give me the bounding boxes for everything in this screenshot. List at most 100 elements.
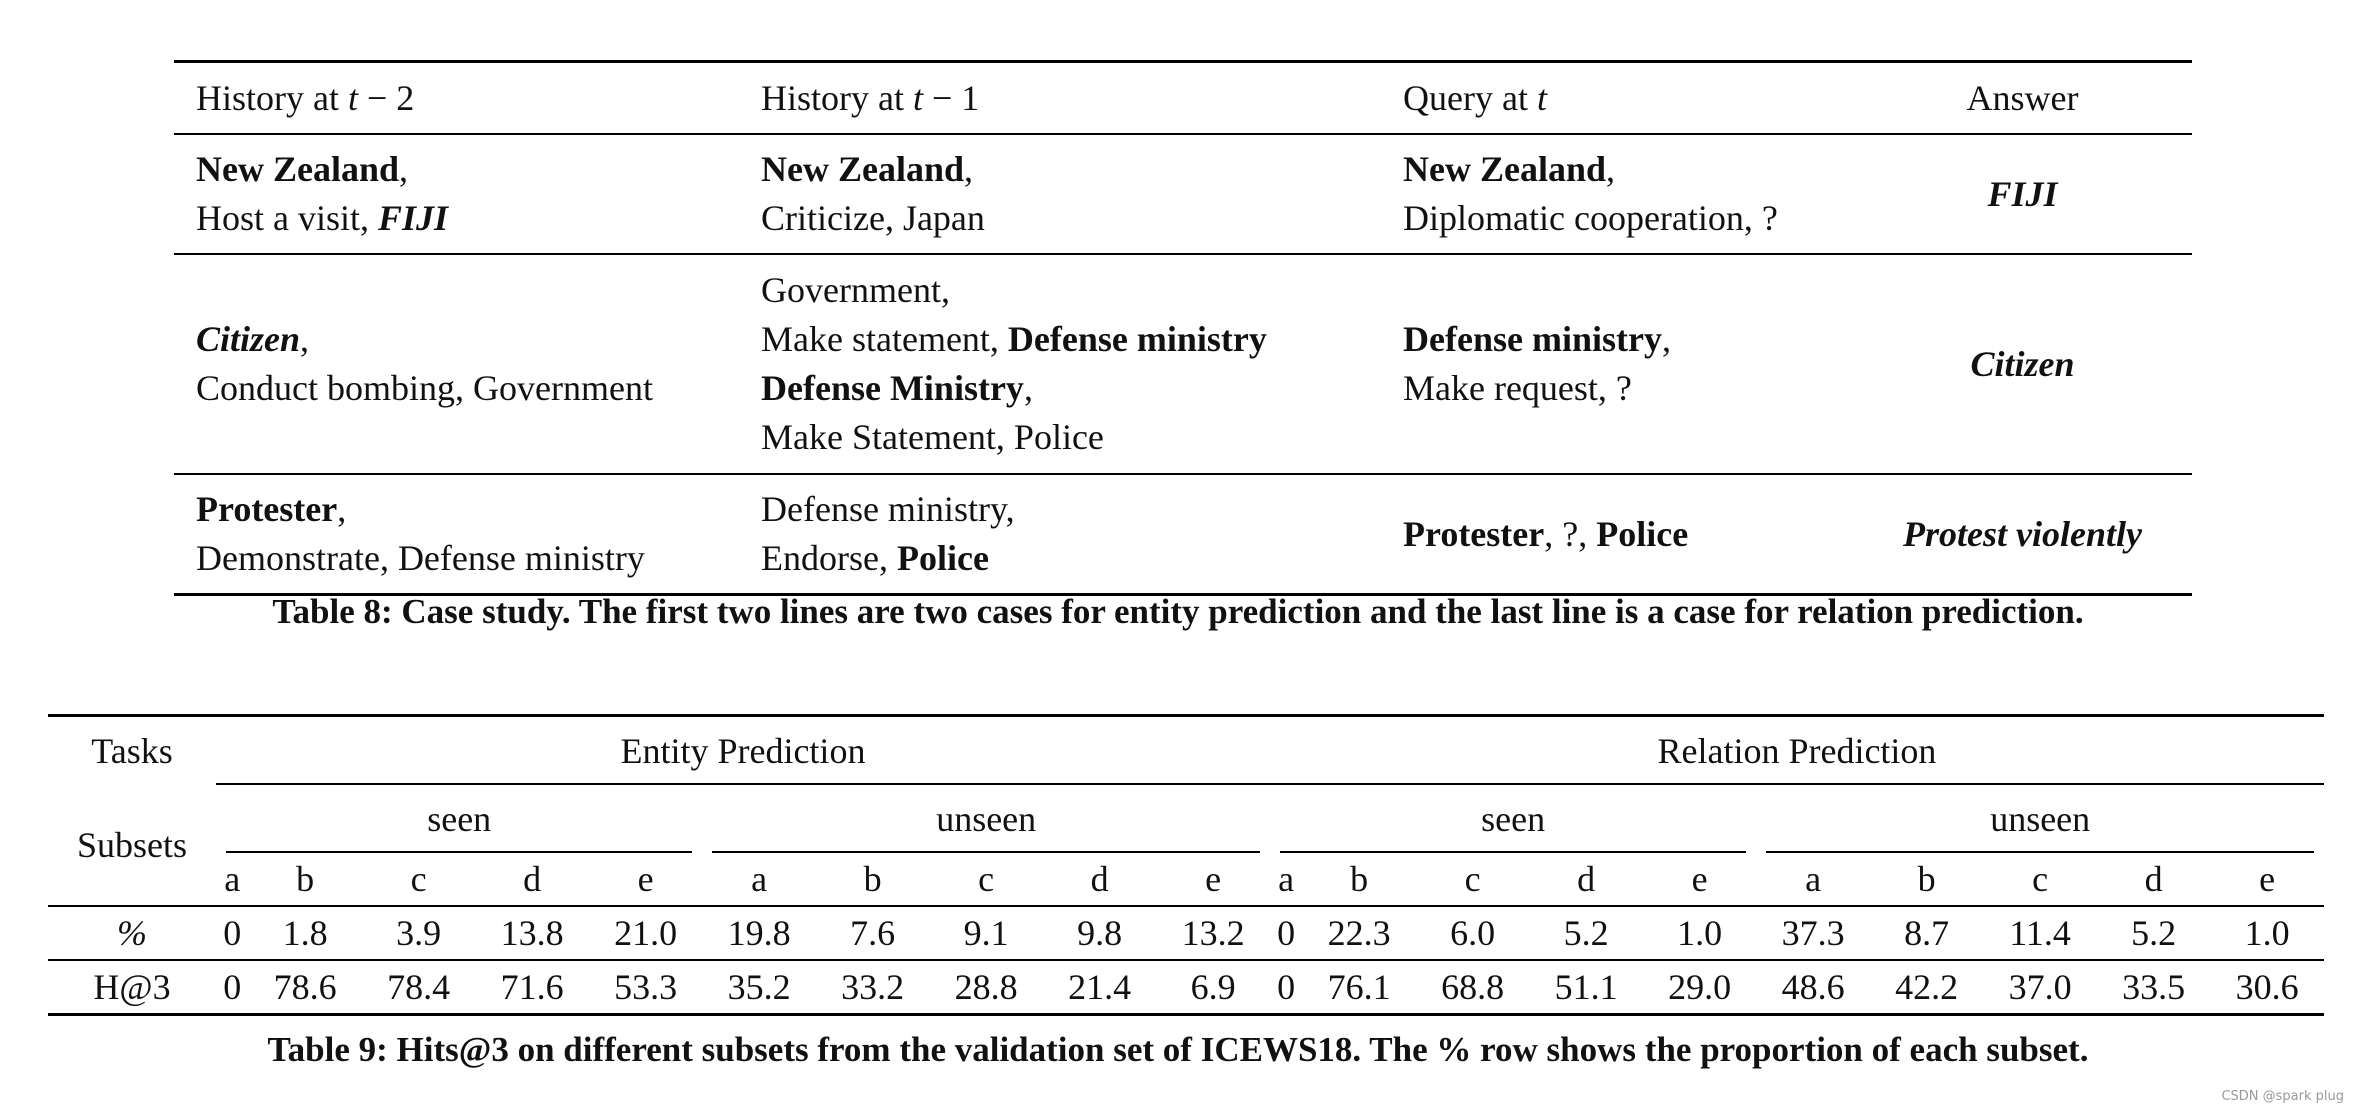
table-8-header-row: History at t − 2 History at t − 1 Query … [174, 61, 2192, 134]
value-cell: 37.0 [2008, 967, 2072, 1007]
subset-letter-cell: c [410, 859, 427, 899]
value-cell: 7.6 [850, 913, 896, 953]
value-cell: 78.6 [273, 967, 337, 1007]
value-cell: 0 [223, 967, 242, 1007]
value-cell: 0 [223, 913, 242, 953]
row-label-percent: % [117, 913, 147, 953]
subset-letter-cell: b [863, 859, 882, 899]
row-label-hits: H@3 [93, 967, 171, 1007]
value-cell: 68.8 [1441, 967, 1505, 1007]
value-cell: 13.8 [500, 913, 564, 953]
value-cell: 35.2 [727, 967, 791, 1007]
tasks-label: Tasks [91, 731, 173, 771]
table-9-tasks-row: Tasks Entity Prediction Relation Predict… [48, 715, 2325, 786]
subsets-label: Subsets [76, 825, 188, 865]
cell-query: Protester, ?, Police [1403, 513, 1689, 554]
subset-letter-cell: e [637, 859, 654, 899]
subset-letter-cell: e [1691, 859, 1708, 899]
subset-letter-cell: a [1278, 859, 1295, 899]
value-cell: 19.8 [727, 913, 791, 953]
table-9-subsets-row: Subsets seen unseen seen unseen [48, 785, 2324, 865]
cell-query: New Zealand, Diplomatic cooperation, ? [1403, 149, 1778, 238]
value-cell: 22.3 [1327, 913, 1391, 953]
cell-answer: Citizen [1970, 343, 2075, 384]
table-row: Protester, Demonstrate, Defense ministry … [174, 474, 2192, 595]
subset-letter-cell: d [1577, 859, 1596, 899]
value-cell: 42.2 [1895, 967, 1959, 1007]
value-cell: 48.6 [1781, 967, 1845, 1007]
subset-letter-cell: d [2144, 859, 2163, 899]
subset-letter-cell: b [1350, 859, 1369, 899]
cell-query: Defense ministry, Make request, ? [1403, 319, 1671, 408]
subset-letter-cell: a [224, 859, 241, 899]
cell-history-t-minus-2: New Zealand, Host a visit, FIJI [196, 149, 449, 238]
value-cell: 33.5 [2122, 967, 2186, 1007]
cell-history-t-minus-1: Government, Make statement, Defense minis… [761, 270, 1267, 457]
subset-letter-cell: c [978, 859, 995, 899]
relation-prediction-header: Relation Prediction [1269, 716, 2325, 786]
value-cell: 28.8 [954, 967, 1018, 1007]
value-cell: 9.8 [1077, 913, 1123, 953]
value-cell: 1.0 [2244, 913, 2290, 953]
value-cell: 78.4 [387, 967, 451, 1007]
subset-letter-cell: a [751, 859, 768, 899]
relation-unseen-header: unseen [1756, 785, 2324, 853]
value-cell: 0 [1277, 913, 1296, 953]
entity-seen-header: seen [216, 785, 702, 853]
subset-letter-cell: c [2032, 859, 2049, 899]
value-cell: 30.6 [2235, 967, 2299, 1007]
subset-letter-cell: d [1090, 859, 1109, 899]
value-cell: 21.4 [1068, 967, 1132, 1007]
table-row: New Zealand, Host a visit, FIJI New Zeala… [174, 134, 2192, 254]
cell-answer: Protest violently [1903, 513, 2142, 554]
table-9-caption: Table 9: Hits@3 on different subsets fro… [267, 1030, 2089, 1069]
value-cell: 37.3 [1781, 913, 1845, 953]
entity-unseen-header: unseen [702, 785, 1270, 853]
entity-prediction-header: Entity Prediction [216, 716, 1270, 786]
value-cell: 8.7 [1904, 913, 1950, 953]
value-cell: 53.3 [614, 967, 678, 1007]
value-cell: 6.0 [1450, 913, 1496, 953]
subset-letter-cell: e [1205, 859, 1222, 899]
value-cell: 29.0 [1668, 967, 1732, 1007]
cell-history-t-minus-2: Citizen, Conduct bombing, Government [196, 319, 653, 408]
header-answer: Answer [1966, 77, 2079, 118]
value-cell: 1.8 [282, 913, 328, 953]
cell-answer: FIJI [1987, 173, 2058, 214]
value-cell: 1.0 [1677, 913, 1723, 953]
subset-letter-cell: b [296, 859, 315, 899]
cell-history-t-minus-2: Protester, Demonstrate, Defense ministry [196, 489, 645, 578]
value-cell: 76.1 [1327, 967, 1391, 1007]
table-8-caption: Table 8: Case study. The first two lines… [272, 592, 2084, 631]
value-cell: 33.2 [841, 967, 905, 1007]
value-cell: 21.0 [614, 913, 678, 953]
table-row: Citizen, Conduct bombing, Government Gove… [174, 254, 2192, 474]
header-history-t-minus-1: History at t − 1 [761, 77, 980, 118]
cell-history-t-minus-1: New Zealand, Criticize, Japan [761, 149, 985, 238]
value-cell: 0 [1277, 967, 1296, 1007]
value-cell: 13.2 [1181, 913, 1245, 953]
subset-letter-cell: e [2259, 859, 2276, 899]
subset-letter-cell: a [1805, 859, 1822, 899]
table-9-percent-row: % 0 1.8 3.9 13.8 21.0 19.8 7.6 9.1 9.8 13.2 0 22.3 6… [48, 906, 2324, 960]
value-cell: 5.2 [2131, 913, 2177, 953]
value-cell: 51.1 [1554, 967, 1618, 1007]
header-query-t: Query at t [1403, 77, 1547, 118]
value-cell: 6.9 [1190, 967, 1236, 1007]
table-8-case-study: History at t − 2 History at t − 1 Query … [174, 60, 2192, 596]
value-cell: 11.4 [2009, 913, 2071, 953]
value-cell: 71.6 [500, 967, 564, 1007]
table-9-hits-at-3: Tasks Entity Prediction Relation Predict… [48, 714, 2325, 1016]
relation-seen-header: seen [1270, 785, 1756, 853]
subset-letter-cell: d [523, 859, 542, 899]
table-9-hits-row: H@3 0 78.6 78.4 71.6 53.3 35.2 33.2 28.8 21.4 6.9… [48, 960, 2324, 1015]
value-cell: 9.1 [963, 913, 1009, 953]
value-cell: 3.9 [396, 913, 442, 953]
subset-letter-cell: b [1917, 859, 1936, 899]
watermark: CSDN @spark plug [2221, 1089, 2344, 1104]
header-history-t-minus-2: History at t − 2 [196, 77, 415, 118]
value-cell: 5.2 [1563, 913, 1609, 953]
cell-history-t-minus-1: Defense ministry, Endorse, Police [761, 489, 1015, 578]
subset-letter-cell: c [1464, 859, 1481, 899]
